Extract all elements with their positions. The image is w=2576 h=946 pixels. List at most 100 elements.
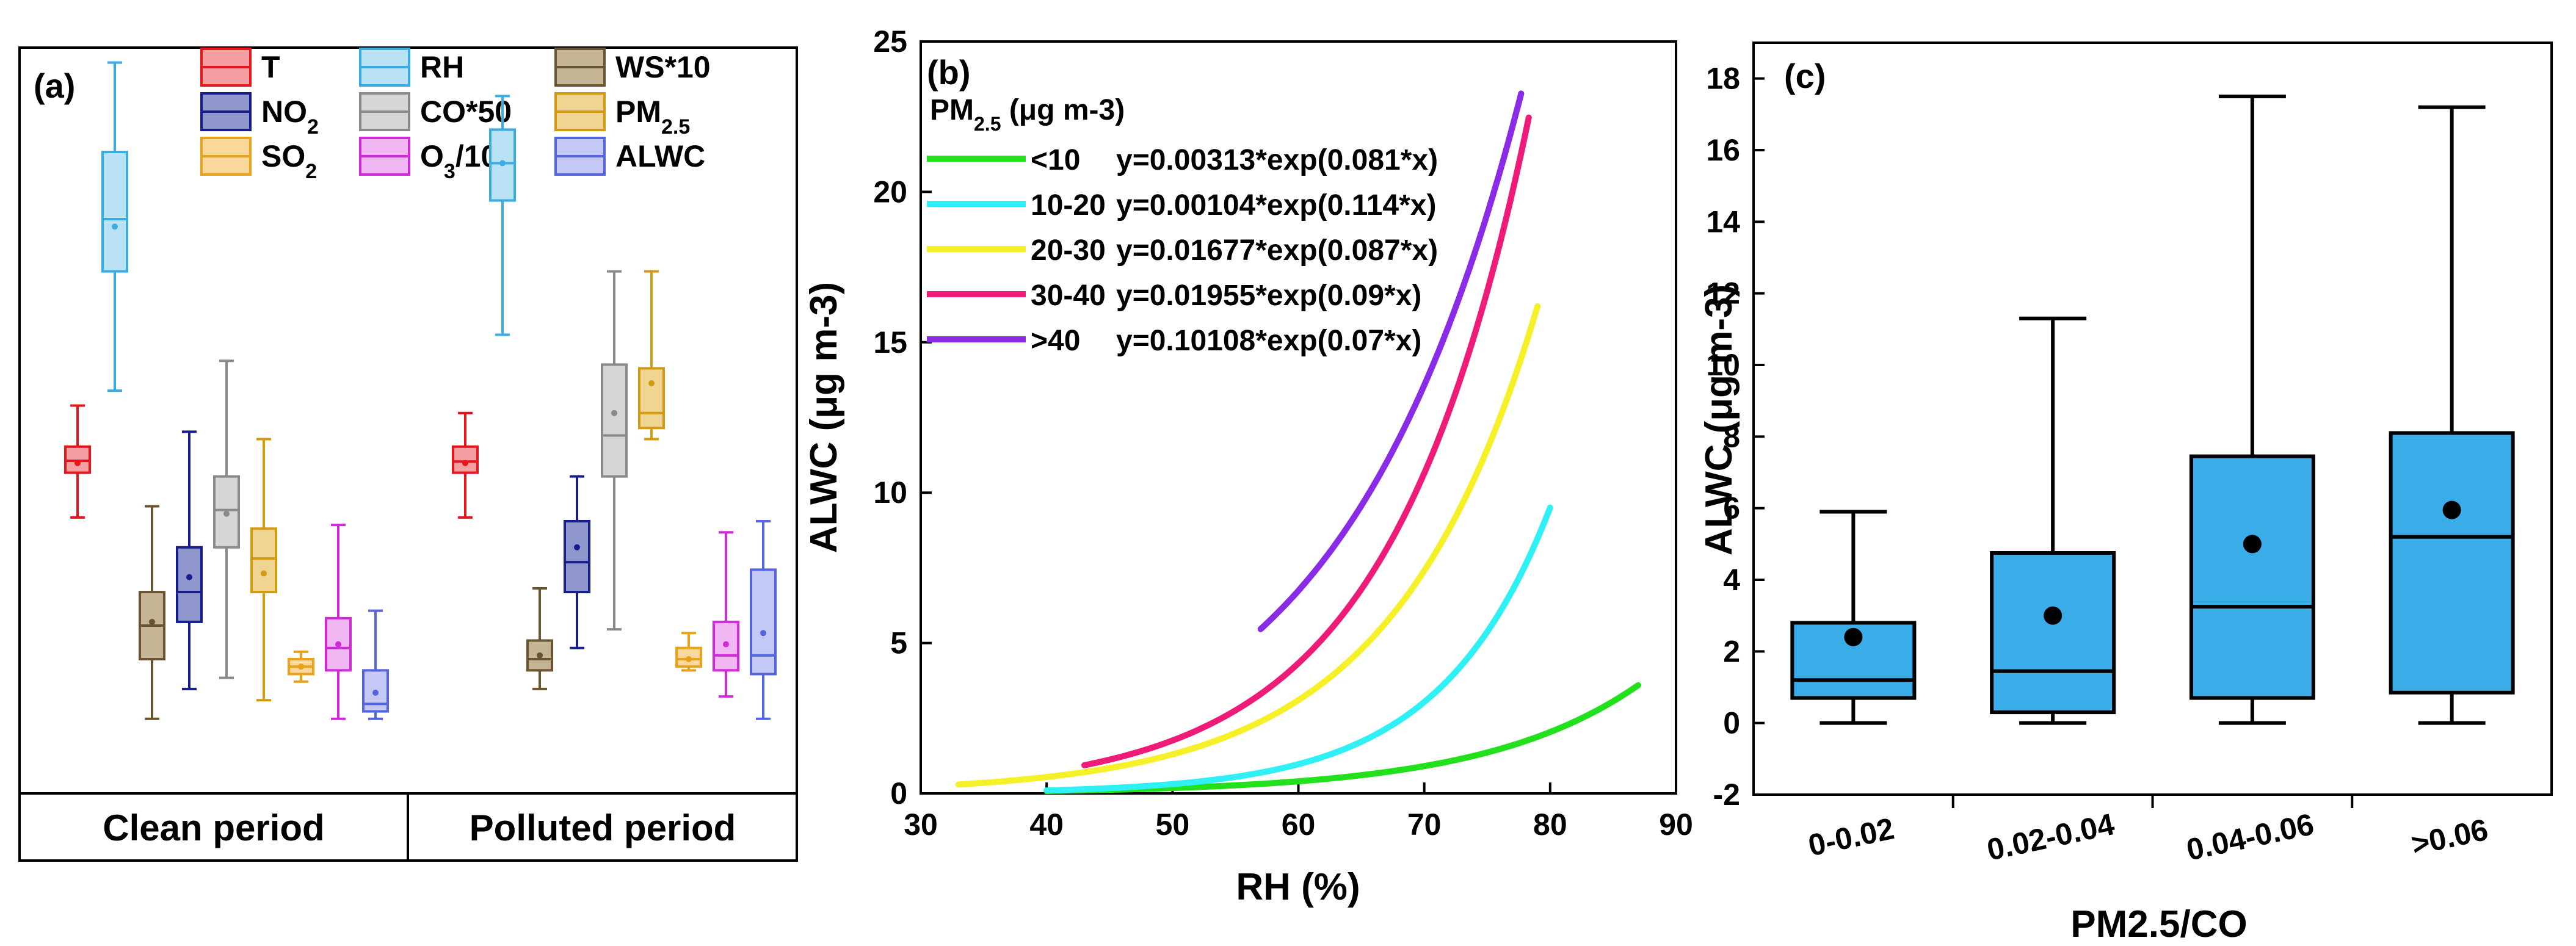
legend-equation-10-20: y=0.00104*exp(0.114*x) (1116, 189, 1436, 222)
panel-b-x-axis-title: RH (%) (1236, 866, 1360, 908)
y-tick-label-10: 10 (873, 475, 907, 510)
y-tick-label-6: 6 (1723, 491, 1740, 525)
x-tick-label-40: 40 (1029, 807, 1064, 842)
y-tick-label-16: 16 (1706, 133, 1740, 167)
y-tick-label-4: 4 (1723, 563, 1740, 597)
box-mean (611, 410, 617, 416)
x-tick-label-50: 50 (1156, 807, 1190, 842)
y-tick-label-8: 8 (1723, 419, 1740, 453)
box-mean (648, 380, 655, 386)
box-mean (574, 544, 580, 551)
y-tick-label-0: 0 (890, 776, 907, 811)
y-tick-label-12: 12 (1706, 276, 1740, 311)
legend-label-rh: RH (420, 50, 464, 84)
box-iqr (452, 445, 479, 474)
box-mean (1844, 627, 1863, 646)
y-tick-label-5: 5 (890, 626, 907, 660)
box-0-06 (2389, 105, 2515, 725)
box-mean (298, 663, 304, 670)
y-tick-label-20: 20 (873, 175, 907, 209)
x-tick-label-0-06: >0.06 (2408, 812, 2491, 862)
box-iqr (2389, 431, 2515, 695)
box-pm2-5-polluted-period (638, 270, 665, 441)
legend-label-so2: SO2 (261, 139, 317, 183)
panel-c-boxes (1790, 95, 2515, 725)
panel-b-axes: 30 40 50 60 70 80 90 0 5 10 15 20 25 (873, 24, 1693, 842)
box-rh-clean-period (101, 61, 128, 392)
panel-b-curves (955, 90, 1642, 795)
y-tick-label--2: -2 (1713, 778, 1740, 812)
legend-name-40: >40 (1031, 325, 1080, 357)
box-mean (186, 574, 192, 580)
box-mean (723, 641, 729, 648)
box-pm2-5-clean-period (250, 438, 277, 702)
y-tick-label-15: 15 (873, 325, 907, 359)
category-label-polluted: Polluted period (470, 807, 736, 848)
box-iqr (101, 151, 128, 273)
legend-item-alwc: ALWC (554, 137, 705, 176)
panel-c-axes: -2 0 2 4 6 8 10 12 14 16 18 0-0.02 0.02-0.04 0.04-0.0… (1706, 62, 2491, 867)
legend-item-pm2-5: PM2.5 (554, 92, 690, 139)
panel-a-boxes (64, 61, 777, 720)
legend-name-10: <10 (1031, 144, 1080, 176)
x-tick-label-0-0-02: 0-0.02 (1805, 811, 1897, 862)
legend-name-10-20: 10-20 (1031, 189, 1106, 222)
box-mean (462, 460, 468, 466)
category-label-clean: Clean period (103, 807, 324, 848)
box-mean (74, 460, 81, 466)
legend-equation-40: y=0.10108*exp(0.07*x) (1116, 325, 1421, 357)
legend-name-30-40: 30-40 (1031, 280, 1106, 312)
x-tick-label-0-04-0-06: 0.04-0.06 (2183, 807, 2317, 867)
legend-entry-40: >40 y=0.10108*exp(0.07*x) (927, 325, 1421, 357)
box-no2-clean-period (176, 430, 203, 690)
legend-equation-30-40: y=0.01955*exp(0.09*x) (1116, 280, 1421, 312)
legend-name-20-30: 20-30 (1031, 234, 1106, 267)
panel-a-label: (a) (34, 67, 75, 105)
panel-b-y-axis-title: ALWC (μg m-3) (803, 282, 845, 553)
panel-c-label: (c) (1784, 57, 1826, 95)
legend-item-rh: RH (359, 48, 464, 87)
legend-item-ws-10: WS*10 (554, 48, 711, 87)
legend-label-alwc: ALWC (615, 139, 705, 173)
fit-curve-40 (1257, 90, 1525, 632)
box-alwc-clean-period (362, 609, 389, 720)
box-mean (499, 160, 506, 167)
box-iqr (176, 546, 203, 623)
box-iqr (564, 519, 590, 594)
legend-entry-10: <10 y=0.00313*exp(0.081*x) (927, 144, 1438, 176)
legend-item-no2: NO2 (200, 92, 319, 139)
box-ws-10-clean-period (139, 505, 165, 720)
panel-b-legend: PM2.5 (μg m-3) <10 y=0.00313*exp(0.081*x) 1… (927, 94, 1438, 357)
box-t-clean-period (64, 404, 91, 519)
legend-label-o3-10: O3/10 (420, 139, 498, 183)
legend-entry-10-20: 10-20 y=0.00104*exp(0.114*x) (927, 189, 1436, 222)
y-tick-label-25: 25 (873, 24, 907, 59)
box-rh-polluted-period (489, 95, 516, 336)
box-so2-polluted-period (675, 632, 702, 672)
y-tick-label-10: 10 (1706, 348, 1740, 382)
box-o3-10-clean-period (325, 524, 352, 720)
fit-curve-30-40 (1081, 114, 1532, 768)
box-alwc-polluted-period (750, 519, 777, 720)
x-tick-label-80: 80 (1533, 807, 1567, 842)
legend-entry-20-30: 20-30 y=0.01677*exp(0.087*x) (927, 234, 1438, 267)
box-mean (686, 656, 692, 663)
panel-c-x-axis-title: PM2.5/CO (2070, 903, 2247, 945)
box-so2-clean-period (288, 650, 314, 683)
panel-a-legend: T RH WS*10 NO2 CO*50 PM2.5 SO2 O3/10 ALWC (200, 48, 711, 183)
box-mean (2044, 606, 2063, 625)
fit-curve-10 (1043, 682, 1642, 795)
box-mean (261, 570, 267, 577)
box-iqr (750, 568, 777, 676)
x-tick-label-0-02-0-04: 0.02-0.04 (1984, 807, 2117, 867)
legend-label-t: T (261, 50, 280, 84)
box-mean (112, 223, 118, 230)
box-no2-polluted-period (564, 475, 590, 649)
legend-entry-30-40: 30-40 y=0.01955*exp(0.09*x) (927, 280, 1421, 312)
box-0-0-02 (1790, 510, 1917, 725)
legend-equation-20-30: y=0.01677*exp(0.087*x) (1116, 234, 1438, 267)
legend-item-t: T (200, 48, 280, 87)
x-tick-label-90: 90 (1659, 807, 1693, 842)
panel-b-label: (b) (927, 53, 971, 92)
panel-b-legend-title: PM2.5 (μg m-3) (930, 94, 1125, 135)
